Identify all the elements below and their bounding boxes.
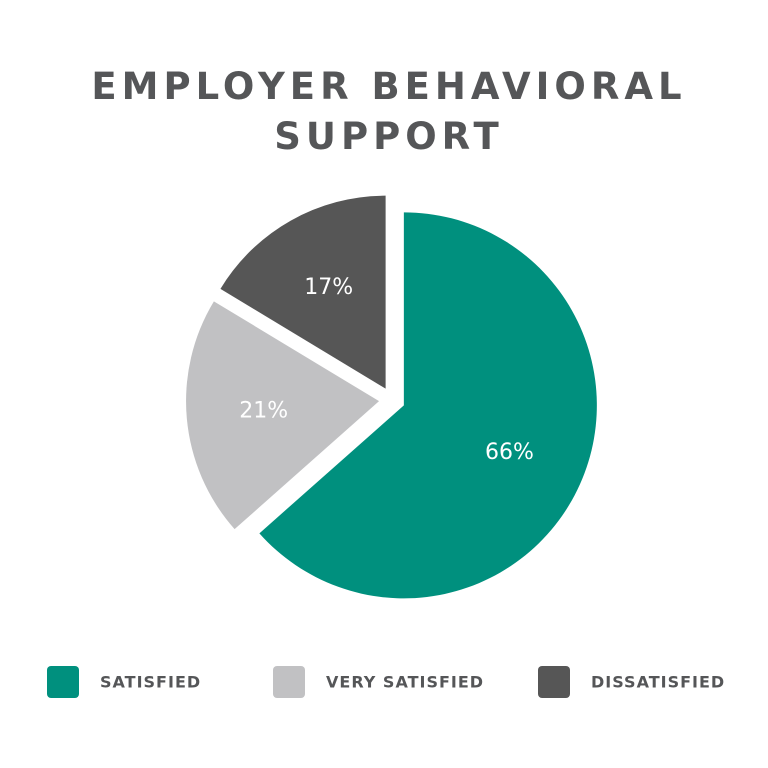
legend-label: SATISFIED	[100, 673, 201, 692]
data-label: 66%	[485, 440, 534, 465]
pie-slice	[186, 301, 380, 530]
data-label: 21%	[239, 399, 288, 424]
legend-swatch	[538, 666, 570, 698]
pie-slice	[259, 212, 597, 599]
data-label: 17%	[304, 275, 353, 300]
legend-swatch	[47, 666, 79, 698]
pie-slice	[220, 195, 386, 389]
legend-swatch	[273, 666, 305, 698]
legend-label: VERY SATISFIED	[326, 673, 484, 692]
legend-label: DISSATISFIED	[591, 673, 725, 692]
chart-title: EMPLOYER BEHAVIORAL SUPPORT	[91, 65, 687, 158]
